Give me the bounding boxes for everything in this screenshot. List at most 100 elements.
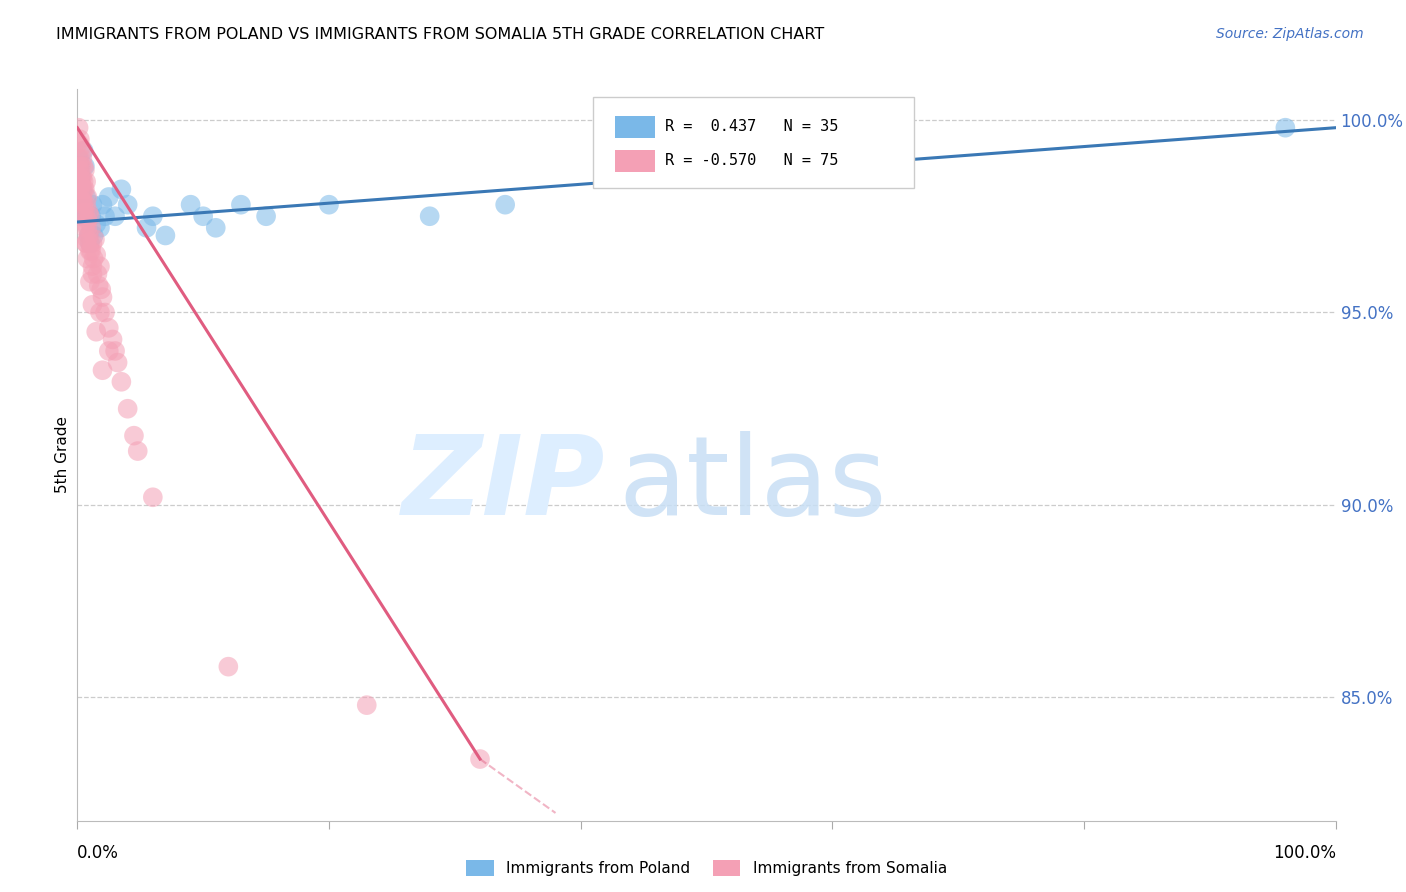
Point	[84, 217, 107, 231]
Point	[217, 659, 239, 673]
Point	[318, 197, 340, 211]
Point	[72, 182, 94, 196]
Point	[72, 175, 94, 189]
Point	[89, 220, 111, 235]
Point	[90, 282, 112, 296]
Point	[89, 260, 111, 274]
Point	[72, 159, 94, 173]
Point	[101, 333, 124, 347]
Point	[67, 159, 90, 173]
Point	[356, 698, 378, 713]
Point	[75, 197, 97, 211]
Point	[69, 170, 91, 185]
Point	[76, 220, 98, 235]
Point	[67, 152, 90, 166]
Point	[82, 236, 104, 251]
Point	[75, 236, 97, 251]
Point	[1274, 120, 1296, 135]
Point	[135, 220, 157, 235]
Point	[69, 182, 91, 196]
Text: Source: ZipAtlas.com: Source: ZipAtlas.com	[1216, 27, 1364, 41]
Point	[70, 175, 93, 189]
Point	[110, 182, 132, 196]
Point	[77, 228, 100, 243]
Point	[82, 260, 104, 274]
Point	[70, 140, 93, 154]
Point	[142, 209, 165, 223]
Text: R =  0.437   N = 35: R = 0.437 N = 35	[665, 120, 838, 134]
Point	[468, 752, 491, 766]
Point	[72, 197, 94, 211]
Point	[83, 228, 105, 243]
Point	[84, 232, 107, 246]
Point	[75, 236, 97, 251]
Point	[79, 275, 101, 289]
Point	[82, 197, 104, 211]
Point	[127, 444, 149, 458]
Point	[73, 182, 96, 196]
Point	[75, 175, 97, 189]
Point	[79, 209, 101, 223]
Point	[70, 159, 93, 173]
Point	[72, 144, 94, 158]
Point	[229, 197, 252, 211]
Text: ZIP: ZIP	[402, 431, 606, 538]
Point	[72, 205, 94, 219]
Point	[107, 355, 129, 369]
FancyBboxPatch shape	[614, 150, 655, 172]
Point	[80, 209, 103, 223]
Point	[69, 132, 91, 146]
Point	[82, 267, 104, 281]
Legend: Immigrants from Poland, Immigrants from Somalia: Immigrants from Poland, Immigrants from …	[460, 855, 953, 882]
Point	[97, 190, 120, 204]
Point	[77, 205, 100, 219]
Point	[254, 209, 277, 223]
Point	[72, 182, 94, 196]
Point	[91, 197, 114, 211]
Point	[87, 278, 110, 293]
Point	[77, 228, 100, 243]
Point	[86, 267, 108, 281]
Point	[204, 220, 226, 235]
Point	[80, 244, 103, 258]
Point	[67, 120, 90, 135]
Point	[180, 197, 202, 211]
Point	[84, 248, 107, 262]
Point	[110, 375, 132, 389]
Point	[80, 220, 103, 235]
Point	[70, 170, 93, 185]
Point	[191, 209, 215, 223]
Point	[494, 197, 516, 211]
Text: IMMIGRANTS FROM POLAND VS IMMIGRANTS FROM SOMALIA 5TH GRADE CORRELATION CHART: IMMIGRANTS FROM POLAND VS IMMIGRANTS FRO…	[56, 27, 824, 42]
Point	[69, 159, 91, 173]
Point	[91, 290, 114, 304]
Text: 0.0%: 0.0%	[77, 844, 120, 862]
Point	[97, 343, 120, 358]
Point	[72, 170, 94, 185]
Point	[122, 428, 145, 442]
Point	[76, 252, 98, 266]
Point	[76, 209, 98, 223]
Point	[69, 163, 91, 178]
Point	[82, 298, 104, 312]
Point	[72, 190, 94, 204]
Point	[97, 321, 120, 335]
Point	[75, 217, 97, 231]
Point	[70, 197, 93, 211]
Point	[72, 194, 94, 208]
Point	[142, 490, 165, 504]
Point	[76, 190, 98, 204]
Text: atlas: atlas	[619, 431, 887, 538]
Point	[79, 236, 101, 251]
Point	[79, 236, 101, 251]
Point	[89, 305, 111, 319]
Point	[73, 159, 96, 173]
Point	[73, 205, 96, 219]
Y-axis label: 5th Grade: 5th Grade	[55, 417, 70, 493]
Text: 100.0%: 100.0%	[1272, 844, 1336, 862]
Point	[72, 209, 94, 223]
FancyBboxPatch shape	[614, 116, 655, 138]
Point	[79, 244, 101, 258]
Point	[70, 194, 93, 208]
Point	[117, 401, 139, 416]
